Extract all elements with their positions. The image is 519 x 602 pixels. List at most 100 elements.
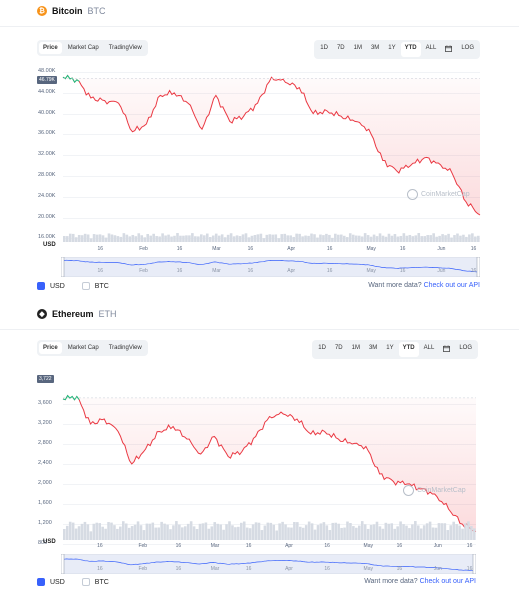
coin-name: Ethereum — [52, 309, 94, 319]
range-all[interactable]: ALL — [425, 45, 437, 51]
navigator-left-handle[interactable] — [61, 257, 65, 277]
btc-checkbox[interactable] — [81, 282, 90, 290]
range-ytd[interactable]: YTD — [398, 342, 419, 357]
volume-bar — [381, 235, 385, 242]
volume-bar — [378, 526, 382, 540]
volume-bar — [319, 234, 322, 242]
volume-bar — [63, 236, 66, 242]
range-navigator[interactable] — [61, 554, 476, 574]
y-tick-label: 32.00K — [38, 151, 56, 158]
range-7d[interactable]: 7D — [336, 45, 345, 51]
volume-bar — [399, 235, 403, 242]
volume-bar — [450, 237, 453, 242]
volume-bar — [363, 524, 367, 540]
y-tick-label: 1,600 — [38, 500, 52, 506]
volume-bar — [101, 526, 104, 540]
volume-bar — [301, 236, 304, 242]
navigator-tick-label: Mar — [210, 566, 220, 572]
volume-bar — [411, 236, 415, 242]
coin-symbol: ETH — [98, 309, 117, 319]
volume-bar — [456, 233, 459, 242]
btc-checkbox[interactable] — [81, 578, 90, 586]
volume-bar — [473, 528, 476, 540]
volume-bar — [455, 524, 458, 540]
volume-bar — [402, 524, 405, 540]
volume-bar — [316, 525, 320, 540]
usd-toggle[interactable]: USD — [37, 578, 65, 586]
price-chart[interactable] — [62, 374, 477, 532]
volume-bar — [390, 523, 394, 540]
volume-bar — [263, 525, 267, 540]
y-tick-label: 36.00K — [38, 130, 56, 137]
btc-toggle[interactable]: BTC — [81, 282, 109, 290]
navigator-right-handle[interactable] — [476, 257, 480, 277]
volume-bar — [157, 527, 160, 540]
navigator-left-handle[interactable] — [61, 554, 65, 574]
calendar-icon[interactable] — [439, 342, 454, 357]
volume-bar — [372, 524, 376, 540]
range-3m[interactable]: 3M — [370, 45, 380, 51]
volume-bar — [251, 524, 255, 540]
volume-bar — [122, 233, 126, 242]
range-1m[interactable]: 1M — [353, 45, 362, 51]
volume-bar — [423, 236, 427, 242]
range-log[interactable]: LOG — [459, 345, 472, 351]
chart-type-tabs: Price Market Cap TradingView — [37, 340, 148, 356]
tab-market-cap[interactable]: Market Cap — [67, 45, 99, 51]
volume-bar — [116, 528, 119, 540]
volume-bar — [119, 236, 123, 242]
volume-bar — [286, 235, 289, 242]
time-range-tabs: 1D 7D 1M 3M 1Y YTD ALL LOG — [314, 40, 480, 59]
api-link[interactable]: Check out our API — [423, 282, 480, 289]
volume-bar — [452, 521, 455, 540]
volume-bar — [182, 235, 185, 242]
range-1d[interactable]: 1D — [318, 345, 326, 351]
navigator-tick-label: 16 — [245, 566, 252, 572]
calendar-icon[interactable] — [441, 42, 456, 57]
watermark-text: CoinMarketCap — [417, 487, 466, 494]
volume-bar — [192, 526, 196, 540]
range-1y[interactable]: 1Y — [388, 45, 396, 51]
volume-bar — [414, 521, 417, 540]
gridline — [63, 464, 476, 465]
range-ytd[interactable]: YTD — [400, 42, 421, 57]
tab-price[interactable]: Price — [39, 42, 62, 54]
range-navigator[interactable] — [61, 257, 480, 277]
range-1m[interactable]: 1M — [351, 345, 360, 351]
range-log[interactable]: LOG — [461, 45, 474, 51]
volume-bar — [130, 526, 134, 540]
usd-checkbox[interactable] — [37, 578, 45, 586]
volume-bar — [354, 235, 358, 242]
navigator-tick-label: 16 — [175, 566, 182, 572]
volume-bar — [387, 233, 391, 242]
navigator-tick-label: 16 — [247, 268, 254, 274]
x-tick-label: 16 — [175, 543, 182, 549]
api-link[interactable]: Check out our API — [419, 578, 476, 585]
api-promo-text: Want more data? — [364, 578, 420, 585]
price-chart[interactable] — [62, 73, 481, 217]
usd-checkbox[interactable] — [37, 282, 45, 290]
navigator-right-handle[interactable] — [472, 554, 476, 574]
range-3m[interactable]: 3M — [368, 345, 378, 351]
volume-bar — [340, 527, 343, 540]
btc-toggle[interactable]: BTC — [81, 578, 109, 586]
volume-bar — [154, 527, 158, 540]
volume-bar — [304, 235, 307, 242]
watermark-text: CoinMarketCap — [421, 191, 470, 198]
range-all[interactable]: ALL — [423, 345, 435, 351]
volume-bar — [331, 237, 334, 242]
range-1y[interactable]: 1Y — [386, 345, 394, 351]
gridline — [63, 484, 476, 485]
volume-bar — [432, 233, 435, 242]
tab-price[interactable]: Price — [39, 342, 62, 354]
tab-tradingview[interactable]: TradingView — [108, 45, 142, 51]
tab-tradingview[interactable]: TradingView — [108, 345, 142, 351]
volume-bar — [210, 526, 214, 540]
usd-toggle[interactable]: USD — [37, 282, 65, 290]
volume-bar — [310, 233, 313, 242]
volume-bar — [299, 526, 302, 540]
range-1d[interactable]: 1D — [320, 45, 328, 51]
range-7d[interactable]: 7D — [334, 345, 343, 351]
tab-market-cap[interactable]: Market Cap — [67, 345, 99, 351]
navigator-tick-label: May — [363, 566, 373, 572]
